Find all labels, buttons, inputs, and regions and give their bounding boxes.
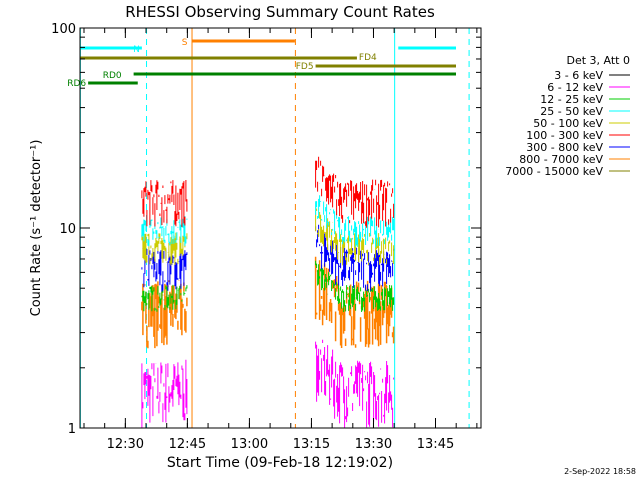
- x-tick-label: 12:30: [107, 437, 144, 452]
- plot-frame: [80, 28, 481, 428]
- x-axis-label: Start Time (09-Feb-18 12:19:02): [167, 455, 393, 471]
- x-tick-label: 13:15: [293, 437, 330, 452]
- legend-title: Det 3, Att 0: [567, 54, 631, 67]
- x-tick-label: 13:00: [231, 437, 268, 452]
- legend-label: 7000 - 15000 keV: [505, 165, 603, 178]
- count-rate-trace: [316, 157, 394, 228]
- count-rate-trace: [316, 340, 394, 428]
- flag-bar-label: N: [133, 45, 140, 55]
- count-rate-trace: [316, 209, 394, 266]
- plot-area: N S FD4 FD5 RD0 RD6: [67, 28, 469, 428]
- footer-date: 2-Sep-2022 18:58: [564, 467, 636, 476]
- count-rate-trace: [316, 257, 394, 348]
- x-tick-label: 12:45: [169, 437, 206, 452]
- flag-bar-label: FD5: [296, 62, 314, 72]
- flag-bar-label: RD6: [67, 79, 86, 89]
- y-axis-label: Count Rate (s⁻¹ detector⁻¹): [29, 140, 44, 317]
- x-tick-label: 13:30: [355, 437, 392, 452]
- x-tick-label: 13:45: [417, 437, 454, 452]
- y-tick-label: 100: [51, 22, 76, 37]
- count-rate-trace: [142, 360, 187, 428]
- chart-title: RHESSI Observing Summary Count Rates: [125, 3, 435, 21]
- y-tick-label: 1: [68, 422, 76, 437]
- flag-bar-label: FD4: [359, 53, 377, 63]
- flag-bar-label: RD0: [103, 71, 122, 81]
- y-tick-label: 10: [59, 222, 76, 237]
- flag-bar-label: S: [182, 38, 188, 48]
